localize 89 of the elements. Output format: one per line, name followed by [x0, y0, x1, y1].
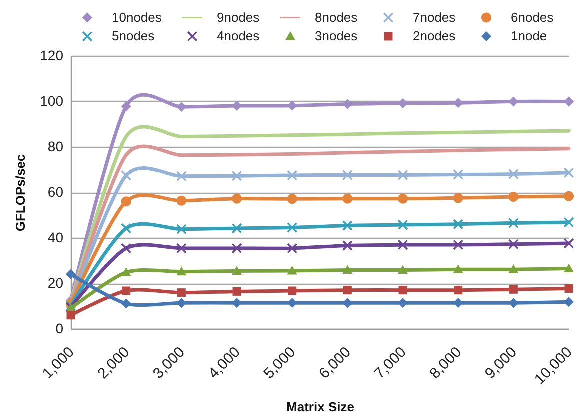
- legend-label: 8nodes: [315, 10, 358, 25]
- point: [398, 286, 408, 295]
- point: [66, 269, 76, 280]
- point: [342, 220, 353, 231]
- point: [287, 194, 298, 204]
- point: [564, 264, 574, 272]
- point: [121, 196, 132, 207]
- y-tick-label: 0: [56, 320, 64, 336]
- point: [398, 194, 408, 204]
- point: [454, 286, 463, 295]
- y-tick-label: 120: [40, 48, 64, 64]
- point: [508, 264, 519, 274]
- point: [287, 266, 298, 275]
- y-tick-label: 20: [48, 275, 64, 291]
- point: [453, 298, 464, 308]
- point: [453, 219, 464, 230]
- point: [342, 298, 353, 308]
- point: [453, 193, 464, 204]
- point: [509, 285, 518, 294]
- point: [176, 224, 187, 234]
- point: [342, 240, 353, 251]
- y-tick-label: 100: [40, 93, 64, 109]
- y-axis-title: GFLOPs/sec: [13, 154, 28, 232]
- point: [398, 298, 408, 308]
- point: [232, 171, 242, 182]
- y-tick-label: 60: [48, 184, 64, 200]
- point: [66, 311, 76, 320]
- point: [342, 170, 353, 180]
- point: [564, 218, 574, 228]
- point: [232, 194, 242, 204]
- legend-label: 1node: [511, 28, 548, 44]
- x-axis-title: Matrix Size: [286, 400, 354, 415]
- point: [398, 220, 408, 230]
- point: [232, 266, 242, 275]
- legend-label: 4nodes: [217, 28, 260, 44]
- point: [342, 194, 353, 204]
- point: [287, 298, 298, 308]
- point: [508, 239, 519, 250]
- point: [232, 243, 242, 254]
- point: [176, 171, 187, 182]
- point: [121, 298, 132, 309]
- legend-label: 7nodes: [413, 10, 456, 25]
- point: [398, 98, 408, 109]
- point: [176, 298, 187, 308]
- point: [508, 298, 519, 308]
- point: [232, 287, 242, 296]
- point: [398, 265, 408, 274]
- point: [287, 170, 298, 180]
- point: [343, 286, 352, 295]
- point: [398, 240, 408, 250]
- point: [176, 243, 187, 254]
- point: [508, 169, 519, 180]
- point: [232, 101, 242, 112]
- y-tick-label: 80: [48, 138, 64, 154]
- point: [121, 102, 132, 112]
- point: [287, 100, 298, 111]
- point: [564, 191, 574, 202]
- point: [287, 243, 298, 254]
- point: [508, 218, 519, 228]
- point: [121, 170, 132, 181]
- point: [177, 288, 186, 298]
- point: [288, 286, 297, 296]
- point: [342, 265, 353, 274]
- point: [232, 298, 242, 308]
- point: [453, 264, 464, 274]
- legend-label: 6nodes: [511, 10, 554, 25]
- point: [176, 266, 187, 276]
- legend-label: 2nodes: [413, 28, 456, 44]
- legend-label: 10nodes: [112, 10, 162, 25]
- point: [232, 223, 242, 234]
- point: [121, 223, 132, 234]
- point: [121, 243, 132, 254]
- point: [564, 238, 574, 248]
- legend-label: 9nodes: [217, 10, 260, 25]
- legend-label: 3nodes: [315, 28, 358, 44]
- point: [398, 170, 408, 180]
- point: [564, 168, 574, 178]
- point: [121, 268, 132, 276]
- point: [287, 222, 298, 233]
- legend-label: 5nodes: [112, 28, 156, 44]
- point: [564, 284, 574, 293]
- point: [564, 297, 574, 308]
- point: [122, 286, 131, 296]
- point: [453, 170, 464, 180]
- point: [453, 240, 464, 250]
- point: [176, 196, 187, 206]
- point: [508, 192, 519, 202]
- point: [564, 96, 574, 107]
- y-tick-label: 40: [48, 230, 64, 246]
